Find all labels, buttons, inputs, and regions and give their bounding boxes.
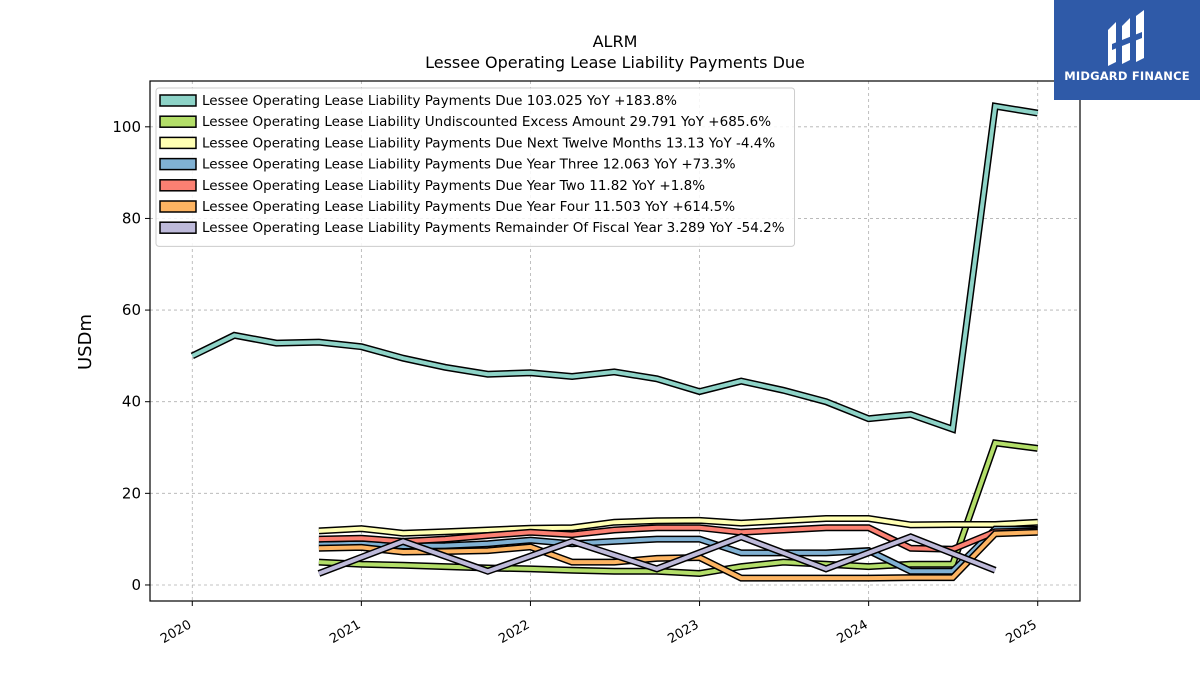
legend-swatch	[159, 115, 197, 128]
y-tick-label: 20	[122, 484, 141, 502]
midgard-logo-icon	[1108, 10, 1144, 66]
x-tick-label: 2023	[665, 617, 701, 647]
legend-label: Lessee Operating Lease Liability Payment…	[202, 220, 785, 236]
series-line	[190, 102, 1039, 434]
series-line	[318, 525, 1038, 575]
series-line	[318, 524, 1038, 553]
legend-label: Lessee Operating Lease Liability Payment…	[202, 199, 735, 215]
legend-swatch	[159, 179, 197, 192]
legend-label: Lessee Operating Lease Liability Payment…	[202, 157, 736, 173]
legend-swatch	[159, 221, 197, 234]
y-tick-label: 80	[122, 209, 141, 227]
series-line	[317, 533, 997, 577]
legend-label: Lessee Operating Lease Liability Undisco…	[202, 114, 771, 130]
y-tick-label: 60	[122, 301, 141, 319]
y-tick-label: 100	[112, 118, 141, 136]
plot-frame	[149, 80, 1081, 602]
series-line-stroke	[318, 527, 1038, 574]
series-line-stroke	[191, 103, 1039, 432]
legend: Lessee Operating Lease Liability Payment…	[155, 87, 796, 247]
legend-swatch	[159, 157, 197, 171]
series-line-stroke	[318, 534, 996, 576]
chart-title: ALRM	[593, 32, 638, 51]
legend-label: Lessee Operating Lease Liability Payment…	[202, 93, 677, 109]
x-tick-label: 2021	[327, 617, 363, 647]
midgard-logo: MIDGARD FINANCE	[1054, 0, 1200, 100]
legend-swatch	[159, 94, 197, 107]
legend-box	[155, 87, 796, 247]
legend-label: Lessee Operating Lease Liability Payment…	[202, 178, 705, 194]
series-line-stroke	[318, 516, 1038, 536]
series-line-stroke	[318, 525, 1038, 552]
series-lines	[190, 102, 1039, 582]
y-tick-label: 0	[131, 576, 141, 594]
series-line	[318, 439, 1039, 578]
series-line	[318, 515, 1038, 537]
x-tick-label: 2020	[158, 617, 194, 647]
x-tick-label: 2025	[1004, 617, 1040, 647]
legend-swatch	[159, 200, 197, 213]
x-tick-label: 2022	[496, 617, 532, 647]
x-tick-label: 2024	[834, 617, 870, 647]
series-line-stroke	[318, 440, 1038, 576]
y-axis-label: USDm	[75, 314, 96, 370]
legend-swatch	[159, 136, 197, 150]
chart-subtitle: Lessee Operating Lease Liability Payment…	[425, 53, 805, 72]
logo-text: MIDGARD FINANCE	[1064, 69, 1190, 83]
legend-label: Lessee Operating Lease Liability Payment…	[202, 135, 775, 151]
y-tick-label: 40	[122, 393, 141, 411]
